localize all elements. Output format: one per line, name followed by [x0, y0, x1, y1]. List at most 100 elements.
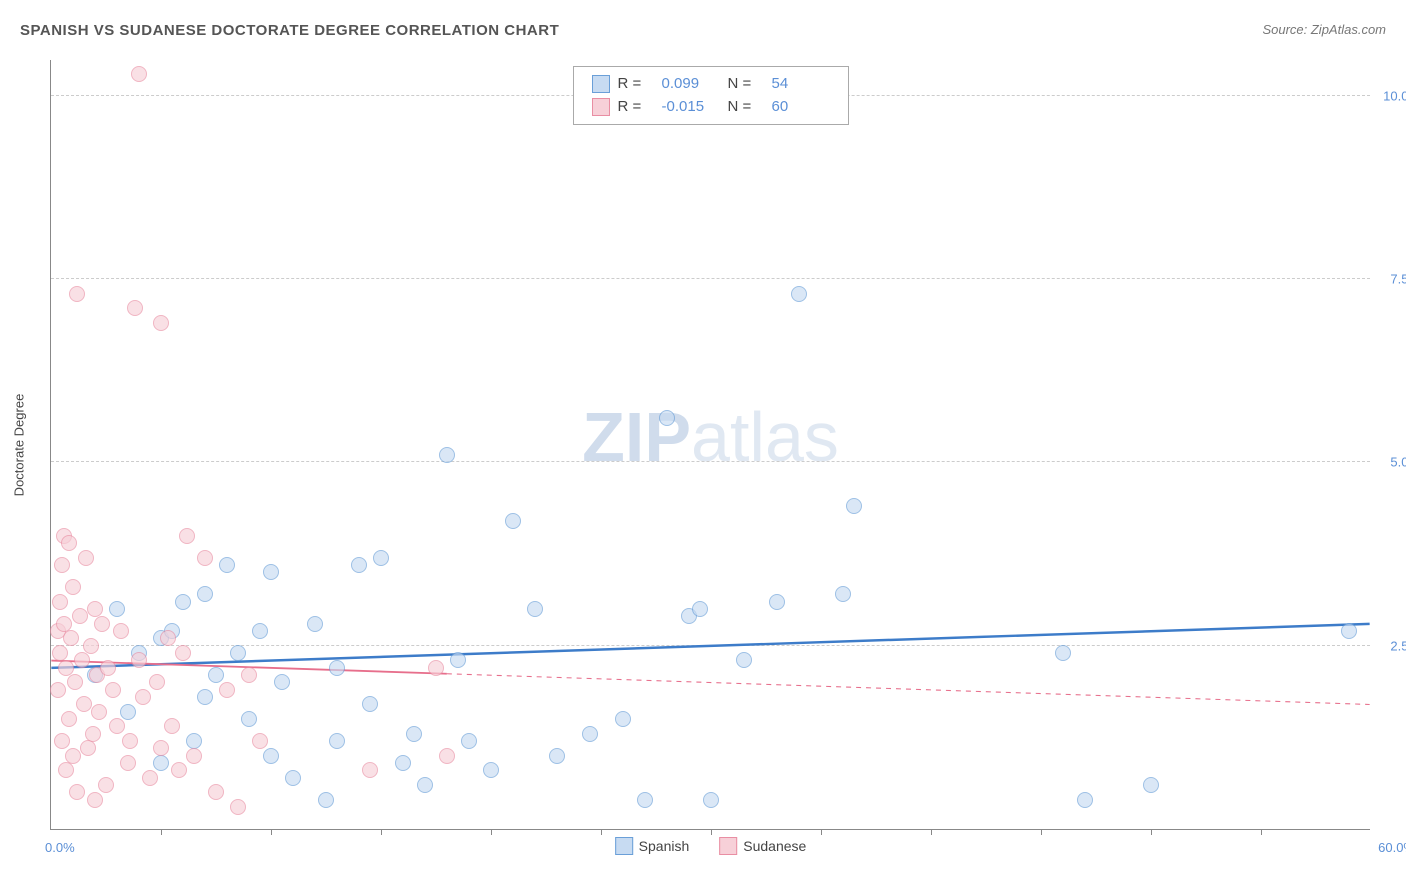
point-spanish [186, 733, 202, 749]
point-sudanese [54, 557, 70, 573]
point-sudanese [439, 748, 455, 764]
point-sudanese [74, 652, 90, 668]
point-sudanese [56, 616, 72, 632]
point-sudanese [50, 682, 66, 698]
xtick [381, 829, 382, 835]
point-spanish [439, 447, 455, 463]
xtick [271, 829, 272, 835]
ytick-label: 5.0% [1390, 455, 1406, 470]
point-sudanese [219, 682, 235, 698]
xtick [161, 829, 162, 835]
point-sudanese [171, 762, 187, 778]
point-sudanese [94, 616, 110, 632]
point-sudanese [52, 645, 68, 661]
point-sudanese [65, 748, 81, 764]
source-label: Source: ZipAtlas.com [1262, 22, 1386, 37]
point-spanish [197, 689, 213, 705]
point-sudanese [58, 762, 74, 778]
xtick [1041, 829, 1042, 835]
point-sudanese [76, 696, 92, 712]
r-value-sudanese: -0.015 [662, 96, 720, 119]
point-sudanese [54, 733, 70, 749]
point-spanish [406, 726, 422, 742]
point-spanish [1077, 792, 1093, 808]
point-sudanese [100, 660, 116, 676]
point-sudanese [69, 784, 85, 800]
trendline-solid [51, 624, 1369, 668]
stats-row-sudanese: R = -0.015 N = 60 [592, 96, 830, 119]
trendline-dashed [447, 674, 1370, 705]
point-spanish [703, 792, 719, 808]
point-sudanese [98, 777, 114, 793]
point-spanish [373, 550, 389, 566]
xtick [491, 829, 492, 835]
point-spanish [175, 594, 191, 610]
n-label: N = [728, 73, 764, 96]
point-spanish [417, 777, 433, 793]
point-sudanese [186, 748, 202, 764]
point-spanish [329, 660, 345, 676]
point-spanish [659, 410, 675, 426]
legend-swatch-sudanese [719, 837, 737, 855]
r-label: R = [618, 96, 654, 119]
point-sudanese [252, 733, 268, 749]
point-sudanese [78, 550, 94, 566]
point-sudanese [52, 594, 68, 610]
point-sudanese [153, 740, 169, 756]
swatch-spanish [592, 75, 610, 93]
stats-row-spanish: R = 0.099 N = 54 [592, 73, 830, 96]
point-spanish [285, 770, 301, 786]
point-spanish [307, 616, 323, 632]
point-sudanese [175, 645, 191, 661]
point-sudanese [153, 315, 169, 331]
stats-legend-box: R = 0.099 N = 54 R = -0.015 N = 60 [573, 66, 849, 125]
n-value-spanish: 54 [772, 73, 830, 96]
xtick [931, 829, 932, 835]
point-spanish [395, 755, 411, 771]
point-spanish [1143, 777, 1159, 793]
ytick-label: 2.5% [1390, 638, 1406, 653]
xtick [1151, 829, 1152, 835]
point-spanish [318, 792, 334, 808]
point-spanish [791, 286, 807, 302]
point-spanish [263, 564, 279, 580]
legend-item-sudanese: Sudanese [719, 837, 806, 855]
r-value-spanish: 0.099 [662, 73, 720, 96]
swatch-sudanese [592, 98, 610, 116]
point-sudanese [63, 630, 79, 646]
legend-label-sudanese: Sudanese [743, 838, 806, 854]
point-spanish [351, 557, 367, 573]
point-sudanese [65, 579, 81, 595]
point-spanish [846, 498, 862, 514]
xtick [711, 829, 712, 835]
point-sudanese [241, 667, 257, 683]
xtick [1261, 829, 1262, 835]
chart-plot-area: ZIPatlas Doctorate Degree 2.5%5.0%7.5%10… [50, 60, 1370, 830]
point-sudanese [80, 740, 96, 756]
point-spanish [769, 594, 785, 610]
point-sudanese [428, 660, 444, 676]
point-spanish [549, 748, 565, 764]
point-spanish [109, 601, 125, 617]
point-spanish [461, 733, 477, 749]
point-sudanese [131, 652, 147, 668]
point-sudanese [87, 601, 103, 617]
point-sudanese [131, 66, 147, 82]
point-spanish [274, 674, 290, 690]
point-spanish [835, 586, 851, 602]
y-axis-label: Doctorate Degree [12, 393, 27, 496]
point-sudanese [109, 718, 125, 734]
point-sudanese [87, 792, 103, 808]
r-label: R = [618, 73, 654, 96]
point-sudanese [58, 660, 74, 676]
point-spanish [582, 726, 598, 742]
point-spanish [362, 696, 378, 712]
point-spanish [241, 711, 257, 727]
point-sudanese [69, 286, 85, 302]
point-sudanese [72, 608, 88, 624]
bottom-legend: Spanish Sudanese [615, 837, 807, 855]
point-sudanese [67, 674, 83, 690]
n-label: N = [728, 96, 764, 119]
point-spanish [230, 645, 246, 661]
point-spanish [505, 513, 521, 529]
